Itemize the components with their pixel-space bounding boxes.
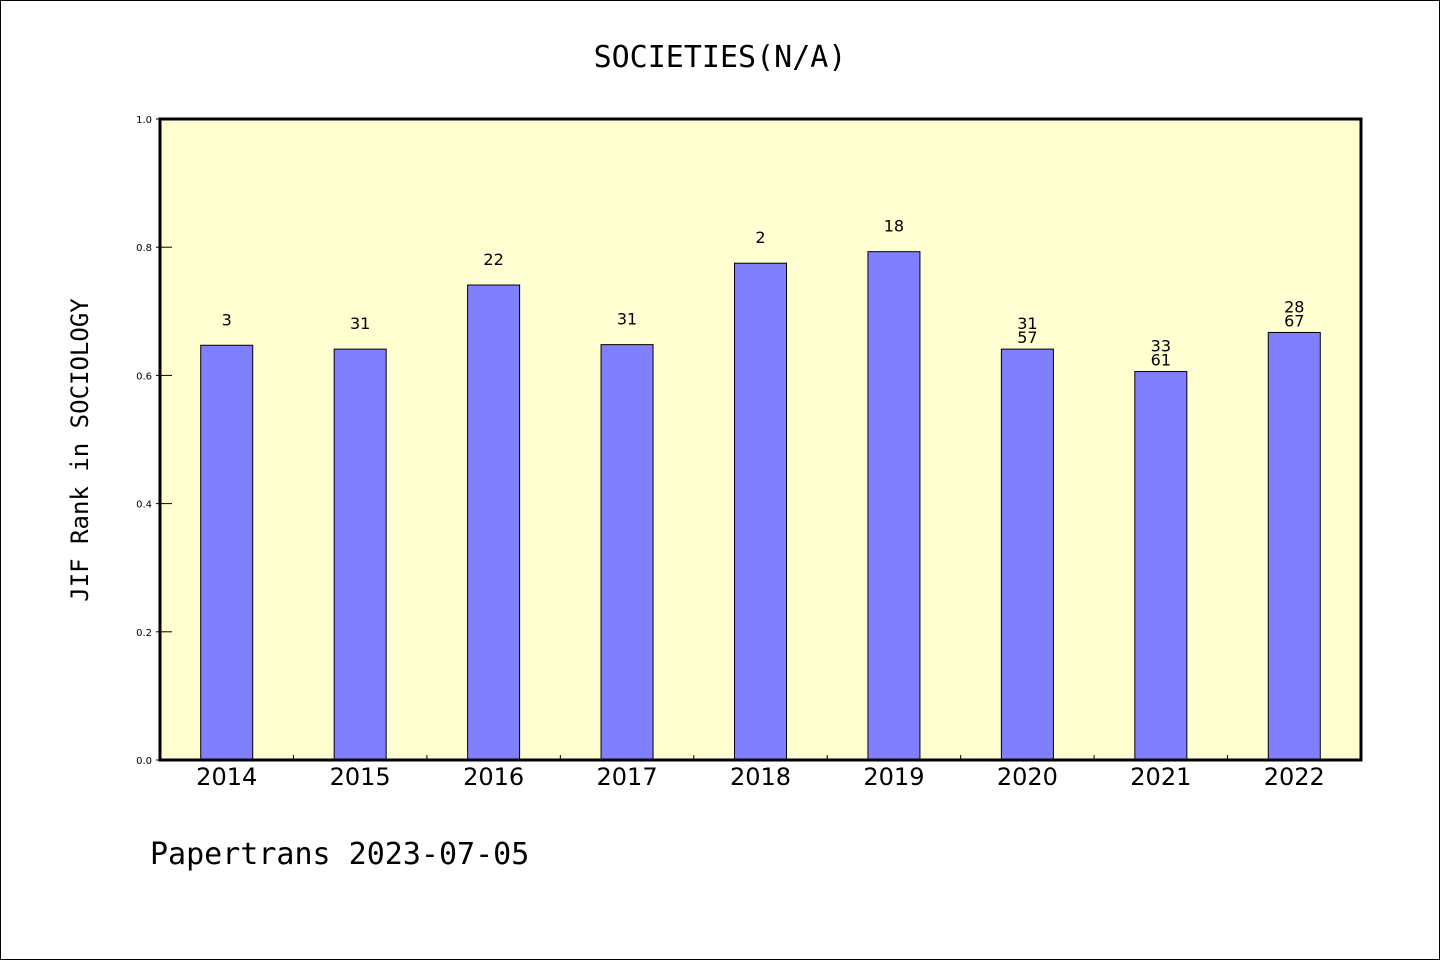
y-tick-label: 0.6	[136, 371, 152, 382]
bar-2016	[467, 284, 521, 761]
footer-credit: Papertrans 2023-07-05	[150, 837, 529, 872]
bar-label: 18	[884, 217, 904, 236]
bar-label: 57	[1017, 328, 1037, 347]
y-tick-label: 0.8	[136, 243, 152, 254]
bar-2014	[200, 344, 254, 761]
x-axis-ticks: 2014 2015 2016 2017 2018 2019 2020 2021 2022	[196, 755, 1325, 791]
bar-2017	[600, 344, 654, 761]
y-tick-label: 0.0	[136, 756, 152, 767]
x-tick-label: 2019	[863, 763, 924, 791]
bars	[200, 251, 1321, 761]
x-tick-label: 2020	[997, 763, 1058, 791]
bar-label: 31	[617, 310, 637, 329]
x-tick-label: 2016	[463, 763, 524, 791]
bar-2019	[867, 251, 921, 761]
x-tick-label: 2015	[330, 763, 391, 791]
bar-label: 33	[1151, 337, 1171, 356]
bar-label: 31	[1017, 314, 1037, 333]
bar-label: 28	[1284, 297, 1304, 316]
x-tick-label: 2018	[730, 763, 791, 791]
bar-2020	[1000, 348, 1054, 761]
x-tick-label: 2021	[1130, 763, 1191, 791]
y-tick-label: 0.4	[136, 500, 152, 511]
bar-label: 22	[483, 250, 503, 269]
y-axis-label: JIF Rank in SOCIOLOGY	[66, 298, 94, 602]
bar-2018	[734, 262, 787, 761]
bar-label: 2	[755, 228, 765, 247]
x-tick-label: 2014	[196, 763, 257, 791]
bar-label: 61	[1151, 351, 1171, 370]
bar-label: 67	[1284, 311, 1304, 330]
y-tick-label: 1.0	[136, 115, 152, 126]
x-tick-label: 2017	[597, 763, 658, 791]
x-tick-label: 2022	[1264, 763, 1325, 791]
bar-label: 31	[350, 314, 370, 333]
bar-2022	[1267, 331, 1321, 761]
bar-2021	[1134, 371, 1188, 761]
bar-2015	[333, 348, 387, 761]
plot-border	[158, 117, 1363, 762]
y-tick-label: 0.2	[136, 628, 152, 639]
chart-title: SOCIETIES(N/A)	[594, 40, 847, 75]
bar-label: 3	[222, 310, 232, 329]
